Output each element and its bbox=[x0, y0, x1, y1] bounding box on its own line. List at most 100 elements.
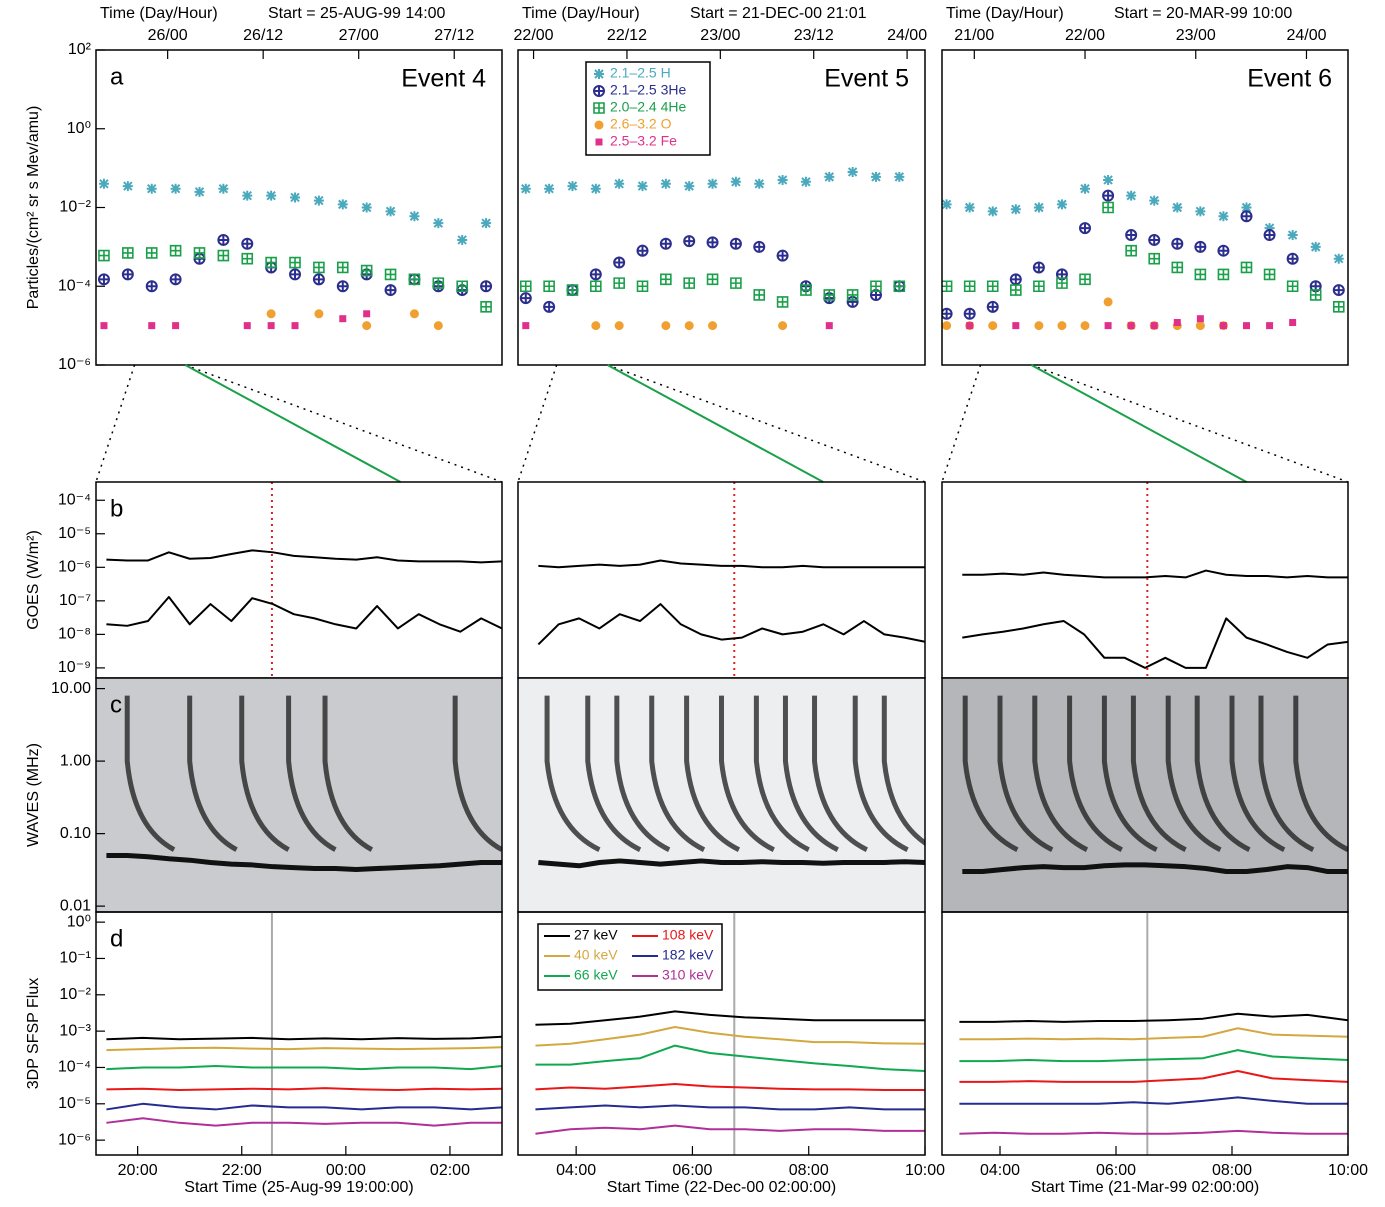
start-label: Start = 20-MAR-99 10:00 bbox=[1114, 5, 1292, 22]
marker bbox=[1056, 277, 1068, 289]
marker bbox=[1079, 222, 1092, 235]
x-tick-label: 22/12 bbox=[607, 27, 647, 44]
x-tick-label: 22/00 bbox=[514, 27, 554, 44]
marker bbox=[170, 183, 181, 194]
marker bbox=[193, 247, 206, 259]
marker bbox=[988, 321, 998, 331]
marker bbox=[172, 322, 180, 330]
panel-frame bbox=[517, 481, 926, 679]
series-line bbox=[962, 569, 1348, 579]
panel-frame bbox=[517, 49, 926, 366]
plot-area bbox=[959, 912, 1348, 1155]
x-tick-label: 24/00 bbox=[1286, 27, 1326, 44]
x-tick-label: 21/00 bbox=[954, 27, 994, 44]
radio-burst bbox=[962, 695, 1019, 852]
legend-label: 2.1–2.5 3He bbox=[610, 82, 686, 98]
marker bbox=[1196, 315, 1204, 323]
series-line bbox=[538, 559, 925, 569]
marker bbox=[121, 268, 134, 281]
y-axis-label: 3DP SFSP Flux bbox=[25, 978, 42, 1089]
marker bbox=[243, 322, 251, 330]
marker bbox=[361, 202, 372, 213]
marker bbox=[590, 183, 601, 194]
y-tick-label: 0.01 bbox=[60, 897, 91, 914]
top-axis-label: Time (Day/Hour) bbox=[946, 5, 1064, 22]
y-tick-label: 10⁻² bbox=[59, 986, 91, 1003]
legend-label: 2.5–3.2 Fe bbox=[610, 133, 677, 149]
marker bbox=[339, 315, 347, 323]
radio-burst bbox=[1258, 695, 1315, 852]
marker bbox=[336, 261, 349, 274]
series-line bbox=[959, 1096, 1348, 1105]
marker bbox=[1010, 204, 1021, 215]
legend-symbol bbox=[594, 120, 604, 130]
radio-burst bbox=[753, 695, 810, 852]
y-tick-label: 10.00 bbox=[51, 680, 91, 697]
marker bbox=[1217, 268, 1230, 281]
x-tick-label: 20:00 bbox=[118, 1162, 158, 1179]
marker bbox=[336, 280, 349, 293]
marker bbox=[481, 218, 492, 229]
panel-frame bbox=[941, 481, 1349, 679]
top-axis-label: Time (Day/Hour) bbox=[100, 5, 218, 22]
marker bbox=[1332, 284, 1345, 296]
series-line bbox=[106, 1117, 502, 1127]
marker bbox=[1310, 241, 1321, 252]
marker bbox=[730, 277, 742, 289]
legend-symbol bbox=[593, 102, 605, 114]
marker bbox=[98, 249, 110, 262]
radio-burst bbox=[1101, 695, 1158, 852]
marker bbox=[433, 321, 443, 331]
marker bbox=[942, 307, 953, 320]
radio-burst bbox=[187, 695, 238, 852]
marker bbox=[241, 252, 254, 265]
plasma-line bbox=[538, 858, 925, 869]
radio-burst bbox=[1229, 695, 1286, 852]
panel-label: b bbox=[110, 495, 123, 522]
start-label: Start = 25-AUG-99 14:00 bbox=[268, 5, 446, 22]
marker bbox=[145, 247, 158, 259]
legend-box bbox=[585, 61, 711, 156]
series-line bbox=[535, 1025, 925, 1047]
y-tick-label: 10⁻⁶ bbox=[58, 356, 91, 373]
event-label: Event 6 bbox=[1247, 65, 1332, 93]
plasma-line bbox=[106, 852, 502, 873]
marker bbox=[217, 249, 230, 262]
marker bbox=[987, 206, 998, 217]
legend-label: 182 keV bbox=[662, 947, 714, 963]
series-line bbox=[535, 1044, 925, 1072]
marker bbox=[1240, 261, 1253, 274]
marker bbox=[847, 166, 858, 177]
radio-burst bbox=[614, 695, 671, 852]
panel-label: a bbox=[110, 63, 124, 90]
marker bbox=[1033, 280, 1045, 293]
legend-label: 310 keV bbox=[662, 967, 714, 983]
zoom-line bbox=[1030, 364, 1247, 483]
marker bbox=[986, 300, 999, 313]
radio-burst bbox=[881, 695, 925, 846]
marker bbox=[707, 178, 718, 189]
y-tick-label: 10⁻⁶ bbox=[58, 559, 91, 576]
radio-burst bbox=[782, 695, 839, 852]
y-tick-label: 10² bbox=[68, 41, 92, 58]
x-tick-label: 06:00 bbox=[1096, 1162, 1136, 1179]
marker bbox=[1080, 183, 1091, 194]
x-tick-label: 23/00 bbox=[1176, 27, 1216, 44]
radio-burst bbox=[544, 695, 601, 852]
marker bbox=[122, 181, 133, 192]
marker bbox=[266, 309, 276, 319]
marker bbox=[1195, 321, 1205, 331]
legend-label: 108 keV bbox=[662, 927, 714, 943]
marker bbox=[1194, 268, 1207, 281]
marker bbox=[754, 178, 765, 189]
radio-burst bbox=[452, 695, 502, 852]
plot-area bbox=[96, 678, 502, 912]
marker bbox=[122, 247, 134, 259]
marker bbox=[1034, 321, 1044, 331]
plasma-line bbox=[962, 862, 1348, 875]
marker bbox=[433, 218, 444, 229]
marker bbox=[169, 244, 182, 257]
x-tick-label: 26/00 bbox=[148, 27, 188, 44]
marker bbox=[362, 321, 372, 331]
